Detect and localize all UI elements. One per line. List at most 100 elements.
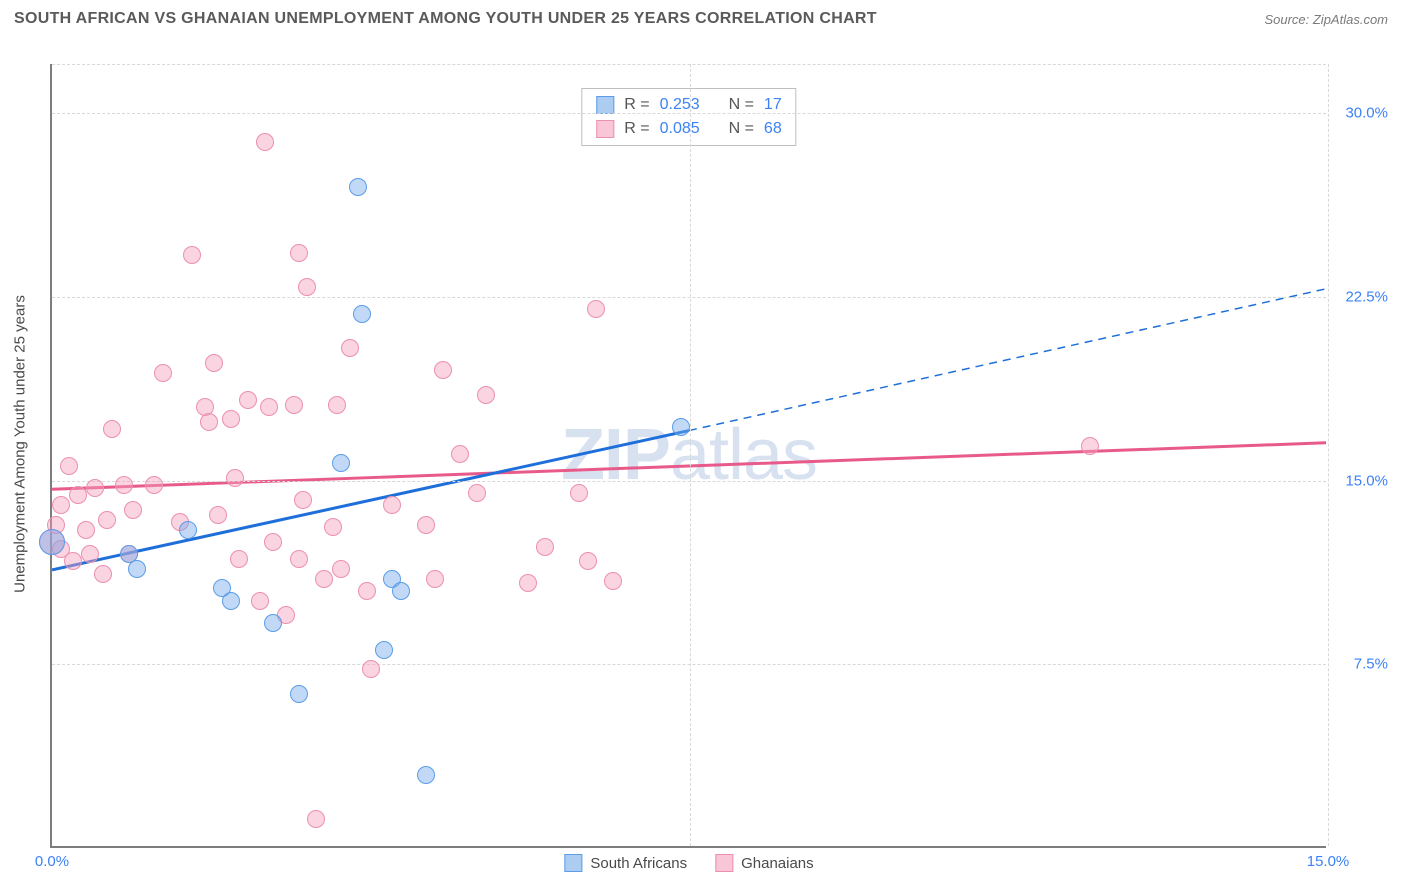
gh-marker: [52, 496, 70, 514]
gh-marker: [1081, 437, 1099, 455]
trend-line-south-africans-extrapolated: [689, 289, 1326, 431]
gh-marker: [209, 506, 227, 524]
gh-marker: [251, 592, 269, 610]
gh-marker: [226, 469, 244, 487]
trend-lines: [52, 64, 1326, 846]
n-label: N =: [729, 117, 754, 141]
gh-marker: [285, 396, 303, 414]
gh-marker: [477, 386, 495, 404]
sa-marker: [332, 454, 350, 472]
sa-marker: [375, 641, 393, 659]
legend-swatch-gh: [596, 120, 614, 138]
gh-marker: [519, 574, 537, 592]
sa-marker: [349, 178, 367, 196]
gh-marker: [183, 246, 201, 264]
r-value: 0.085: [660, 117, 700, 141]
gridline-h: [52, 64, 1326, 65]
y-tick-label: 30.0%: [1345, 105, 1388, 122]
gh-marker: [154, 364, 172, 382]
sa-marker: [128, 560, 146, 578]
gh-marker: [294, 491, 312, 509]
gh-marker: [200, 413, 218, 431]
gh-marker: [587, 300, 605, 318]
gh-marker: [98, 511, 116, 529]
gh-marker: [434, 361, 452, 379]
legend-stats: R =0.253 N =17R =0.085 N =68: [581, 88, 796, 146]
gh-marker: [328, 396, 346, 414]
y-tick-label: 15.0%: [1345, 472, 1388, 489]
gh-marker: [103, 420, 121, 438]
gh-marker: [298, 278, 316, 296]
gh-marker: [115, 476, 133, 494]
sa-marker: [672, 418, 690, 436]
gh-marker: [239, 391, 257, 409]
y-tick-label: 7.5%: [1354, 656, 1388, 673]
gh-marker: [94, 565, 112, 583]
gridline-v: [1328, 64, 1329, 846]
y-tick-label: 22.5%: [1345, 288, 1388, 305]
legend-stat-row-gh: R = 0.085 N = 68: [596, 117, 781, 141]
chart-source: Source: ZipAtlas.com: [1264, 12, 1388, 27]
r-label: R =: [624, 117, 649, 141]
sa-marker: [179, 521, 197, 539]
legend-series: South Africans Ghanaians: [564, 854, 813, 872]
gh-marker: [145, 476, 163, 494]
gh-marker: [426, 570, 444, 588]
sa-marker: [264, 614, 282, 632]
gh-marker: [230, 550, 248, 568]
gridline-v: [690, 64, 691, 846]
legend-swatch-gh: [715, 854, 733, 872]
x-tick-label: 0.0%: [35, 853, 69, 870]
gh-marker: [64, 552, 82, 570]
sa-marker: [39, 529, 65, 555]
gh-marker: [468, 484, 486, 502]
gh-marker: [383, 496, 401, 514]
gh-marker: [77, 521, 95, 539]
n-value: 68: [764, 117, 782, 141]
gh-marker: [332, 560, 350, 578]
trend-line-ghanaians: [52, 443, 1326, 489]
gh-marker: [307, 810, 325, 828]
gh-marker: [341, 339, 359, 357]
gh-marker: [417, 516, 435, 534]
sa-marker: [392, 582, 410, 600]
gridline-h: [52, 297, 1326, 298]
gh-marker: [260, 398, 278, 416]
legend-label: Ghanaians: [741, 855, 814, 872]
gh-marker: [536, 538, 554, 556]
chart-container: Unemployment Among Youth under 25 years …: [50, 40, 1390, 848]
legend-label: South Africans: [590, 855, 687, 872]
gh-marker: [205, 354, 223, 372]
legend-swatch-sa: [596, 96, 614, 114]
gh-marker: [315, 570, 333, 588]
gh-marker: [451, 445, 469, 463]
gh-marker: [570, 484, 588, 502]
gridline-h: [52, 113, 1326, 114]
gh-marker: [60, 457, 78, 475]
gh-marker: [604, 572, 622, 590]
gh-marker: [124, 501, 142, 519]
trend-line-south-africans: [52, 431, 689, 570]
legend-item-gh: Ghanaians: [715, 854, 814, 872]
gh-marker: [290, 244, 308, 262]
sa-marker: [417, 766, 435, 784]
gh-marker: [222, 410, 240, 428]
gh-marker: [86, 479, 104, 497]
sa-marker: [213, 579, 231, 597]
sa-marker: [290, 685, 308, 703]
sa-marker: [353, 305, 371, 323]
gh-marker: [358, 582, 376, 600]
plot-area: ZIPatlas R =0.253 N =17R =0.085 N =68 So…: [50, 64, 1326, 848]
y-axis-label: Unemployment Among Youth under 25 years: [12, 295, 29, 593]
chart-title: SOUTH AFRICAN VS GHANAIAN UNEMPLOYMENT A…: [14, 10, 877, 28]
gh-marker: [69, 486, 87, 504]
gh-marker: [256, 133, 274, 151]
gh-marker: [264, 533, 282, 551]
gh-marker: [81, 545, 99, 563]
gh-marker: [290, 550, 308, 568]
gh-marker: [579, 552, 597, 570]
gridline-h: [52, 664, 1326, 665]
x-tick-label: 15.0%: [1307, 853, 1350, 870]
legend-item-sa: South Africans: [564, 854, 687, 872]
gh-marker: [324, 518, 342, 536]
